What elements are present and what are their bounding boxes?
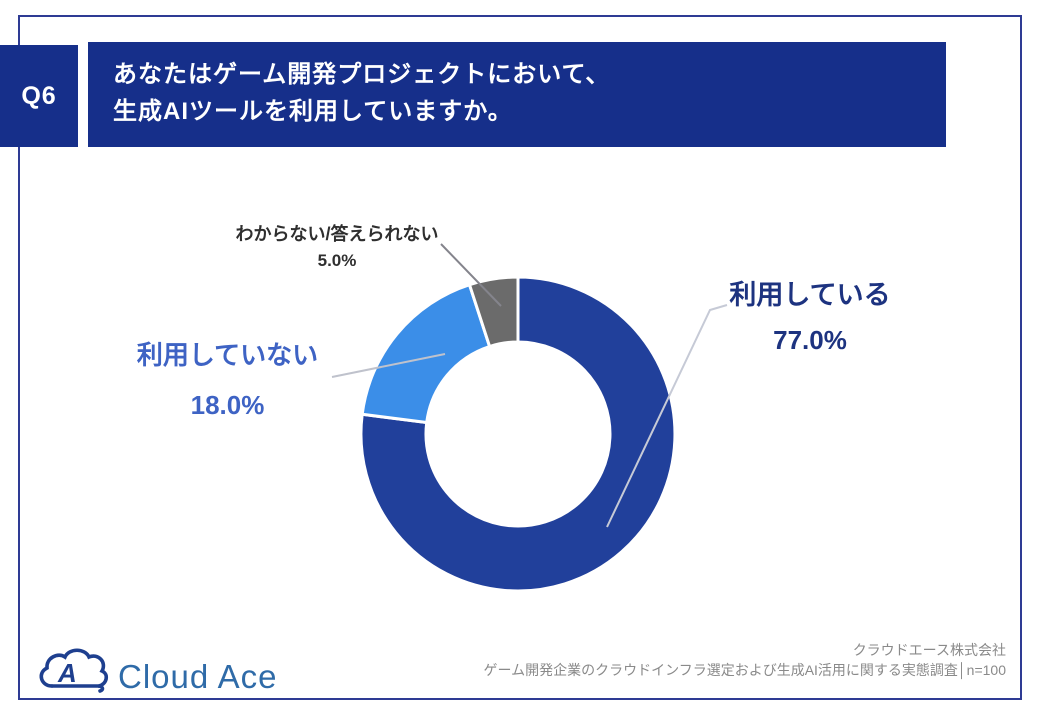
leader-line-not-using [331,353,446,378]
question-title-line1: あなたはゲーム開発プロジェクトにおいて、 [113,61,611,88]
slice-unknown[interactable] [468,275,520,348]
logo-letter-a: A [57,658,77,688]
question-title-line2: 生成AIツールを利用していますか。 [113,98,513,125]
label-using: 利用している 77.0% [685,273,935,363]
slice-using[interactable] [359,275,677,593]
question-number: Q6 [21,81,57,110]
question-banner: あなたはゲーム開発プロジェクトにおいて、 生成AIツールを利用していますか。 [88,42,946,147]
cloud-icon: A [39,648,109,693]
slice-not-using[interactable] [360,283,492,424]
label-unknown: わからない/答えられない 5.0% [180,222,494,274]
label-not-using-value: 18.0% [190,390,265,420]
label-not-using-name: 利用していない [136,340,319,370]
leader-line-using [606,304,728,528]
question-number-box: Q6 [0,45,78,147]
label-using-name: 利用している [729,280,891,310]
slide-frame [18,15,1022,700]
cloud-ace-logo: A Cloud Ace [39,648,276,695]
label-using-value: 77.0% [773,325,847,355]
leader-line-unknown [440,243,502,307]
footer-attribution: クラウドエース株式会社 ゲーム開発企業のクラウドインフラ選定および生成AI活用に… [484,640,1006,680]
footer-company: クラウドエース株式会社 [852,642,1006,658]
label-not-using: 利用していない 18.0% [90,331,365,430]
footer-survey-title: ゲーム開発企業のクラウドインフラ選定および生成AI活用に関する実態調査│n=10… [483,662,1006,678]
logo-wordmark: Cloud Ace [118,658,276,695]
label-unknown-value: 5.0% [317,251,357,270]
label-unknown-name: わからない/答えられない [235,224,439,244]
